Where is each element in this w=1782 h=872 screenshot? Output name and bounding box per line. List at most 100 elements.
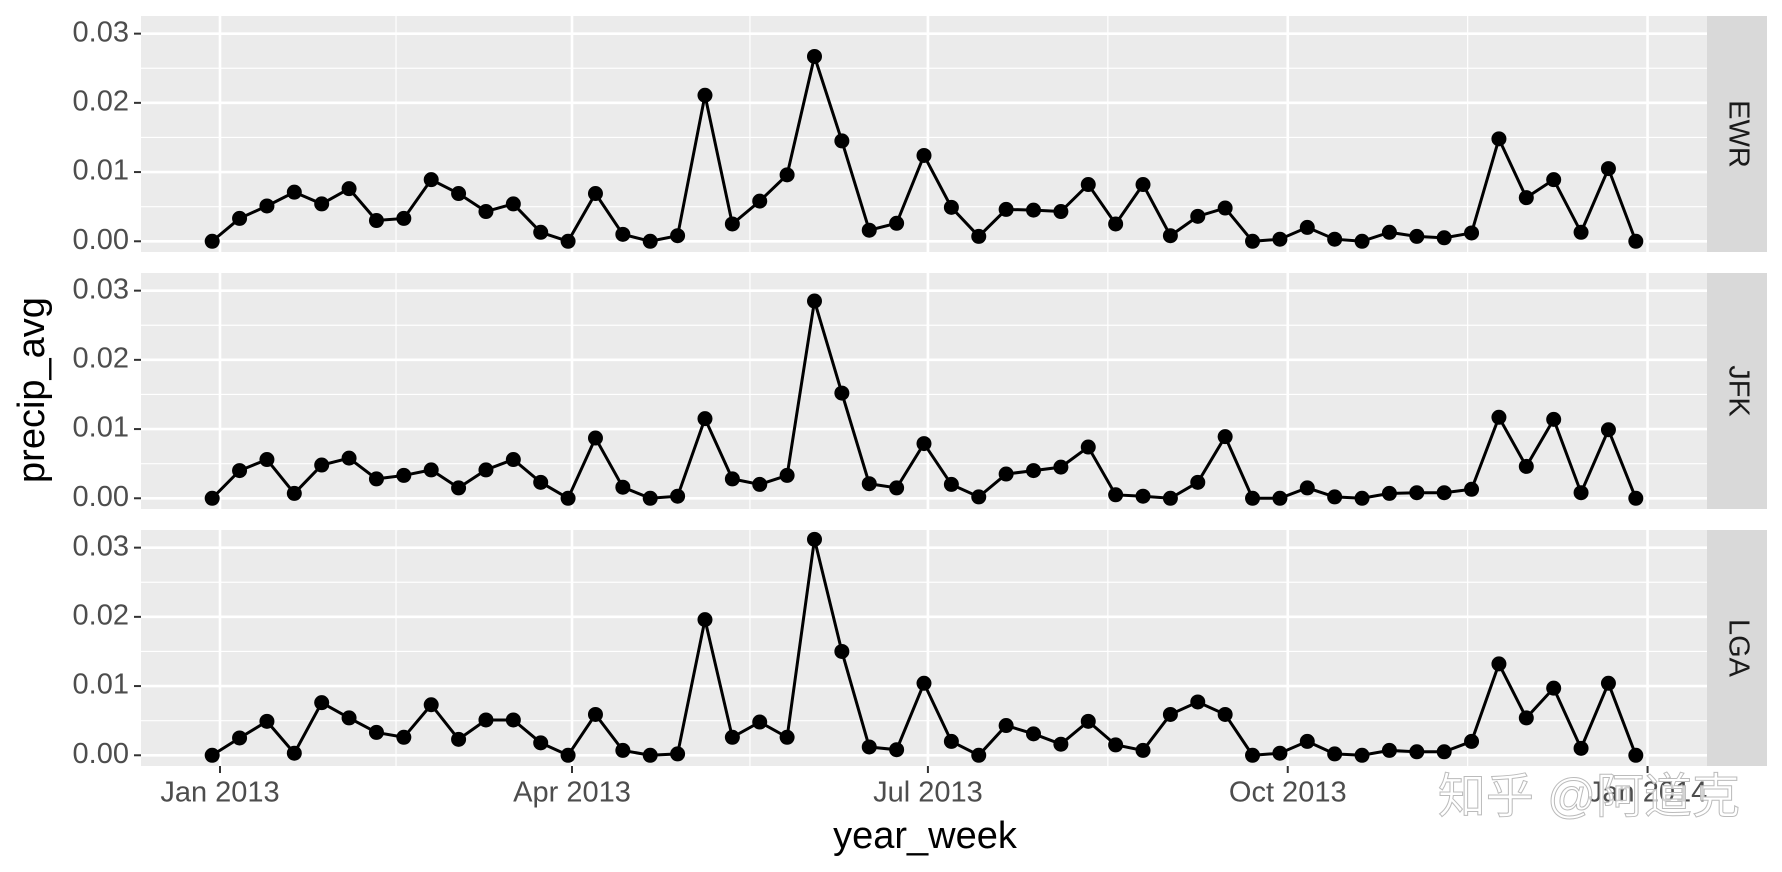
y-tick-label: 0.01: [73, 669, 129, 701]
data-point: [587, 186, 603, 202]
data-point: [752, 714, 768, 730]
data-point: [259, 452, 275, 468]
facet-strip: [1707, 530, 1767, 766]
data-point: [396, 467, 412, 483]
data-point: [889, 742, 905, 758]
data-point: [1245, 233, 1261, 249]
data-point: [368, 471, 384, 487]
data-point: [1409, 485, 1425, 501]
data-point: [1299, 733, 1315, 749]
x-axis-title: year_week: [833, 815, 1018, 857]
data-point: [1628, 233, 1644, 249]
data-point: [1190, 694, 1206, 710]
data-point: [1245, 747, 1261, 763]
data-point: [1272, 745, 1288, 761]
data-point: [861, 739, 877, 755]
data-point: [1245, 490, 1261, 506]
data-point: [998, 201, 1014, 217]
data-point: [1190, 208, 1206, 224]
data-point: [752, 193, 768, 209]
data-point: [889, 215, 905, 231]
data-point: [1464, 733, 1480, 749]
data-point: [1026, 726, 1042, 742]
data-point: [642, 490, 658, 506]
data-point: [1354, 233, 1370, 249]
facet-label: LGA: [1722, 619, 1754, 678]
data-point: [1026, 202, 1042, 218]
data-point: [451, 480, 467, 496]
data-point: [971, 489, 987, 505]
data-point: [478, 712, 494, 728]
data-point: [587, 706, 603, 722]
data-point: [204, 233, 220, 249]
data-point: [232, 210, 248, 226]
data-point: [615, 742, 631, 758]
data-point: [1600, 422, 1616, 438]
data-point: [670, 488, 686, 504]
data-point: [286, 745, 302, 761]
x-tick-label: Apr 2013: [513, 777, 631, 809]
data-point: [998, 718, 1014, 734]
data-point: [1080, 439, 1096, 455]
data-point: [1217, 429, 1233, 445]
facet-strip: [1707, 273, 1767, 509]
data-point: [368, 724, 384, 740]
data-point: [943, 733, 959, 749]
x-tick-label: Oct 2013: [1229, 777, 1347, 809]
data-point: [998, 466, 1014, 482]
data-point: [1108, 737, 1124, 753]
data-point: [916, 147, 932, 163]
watermark: 知乎 @阿道克: [1438, 771, 1740, 824]
data-point: [1327, 231, 1343, 247]
data-point: [1464, 225, 1480, 241]
data-point: [1327, 489, 1343, 505]
data-point: [1354, 747, 1370, 763]
data-point: [697, 612, 713, 628]
y-tick-label: 0.01: [73, 412, 129, 444]
y-tick-label: 0.00: [73, 224, 129, 256]
data-point: [861, 476, 877, 492]
data-point: [916, 675, 932, 691]
data-point: [1491, 131, 1507, 147]
data-point: [1436, 485, 1452, 501]
y-tick-label: 0.02: [73, 600, 129, 632]
data-point: [1491, 409, 1507, 425]
y-tick-label: 0.02: [73, 343, 129, 375]
data-point: [971, 228, 987, 244]
data-point: [1573, 485, 1589, 501]
data-point: [697, 411, 713, 427]
data-point: [615, 479, 631, 495]
data-point: [1162, 490, 1178, 506]
data-point: [806, 293, 822, 309]
data-point: [368, 213, 384, 229]
data-point: [1600, 161, 1616, 177]
data-point: [1491, 656, 1507, 672]
data-point: [314, 457, 330, 473]
data-point: [642, 747, 658, 763]
data-point: [314, 695, 330, 711]
data-point: [232, 730, 248, 746]
data-point: [259, 713, 275, 729]
data-point: [314, 196, 330, 212]
panel-background: [141, 530, 1707, 766]
data-point: [1381, 742, 1397, 758]
data-point: [1464, 481, 1480, 497]
y-tick-label: 0.00: [73, 481, 129, 513]
facet-label: JFK: [1722, 365, 1754, 417]
data-point: [806, 531, 822, 547]
data-point: [834, 643, 850, 659]
y-tick-label: 0.03: [73, 16, 129, 48]
data-point: [1518, 458, 1534, 474]
y-tick-label: 0.03: [73, 273, 129, 305]
data-point: [1026, 463, 1042, 479]
data-point: [724, 729, 740, 745]
x-tick-label: Jan 2014: [1588, 777, 1707, 809]
x-tick-label: Jan 2013: [160, 777, 279, 809]
data-point: [1080, 713, 1096, 729]
data-point: [752, 476, 768, 492]
data-point: [779, 467, 795, 483]
y-tick-label: 0.02: [73, 86, 129, 118]
data-point: [478, 204, 494, 220]
